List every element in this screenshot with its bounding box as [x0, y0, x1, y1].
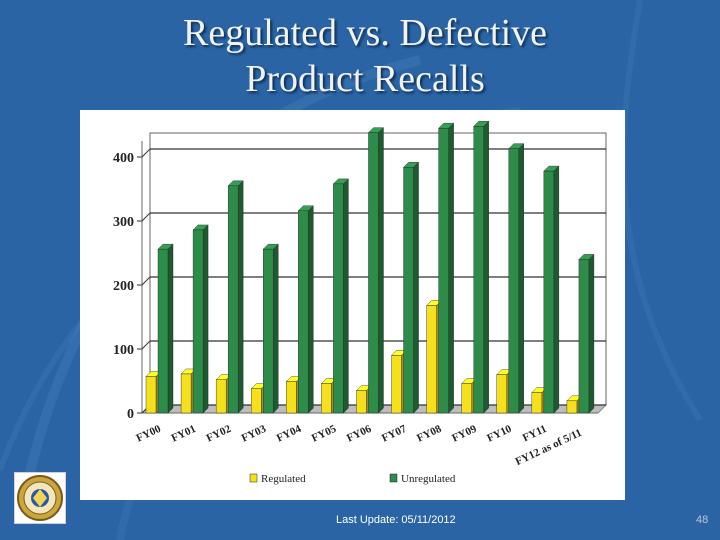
bar-regulated: [180, 373, 192, 414]
x-tick-label: FY11: [521, 423, 549, 444]
bar-side: [553, 165, 560, 414]
legend-swatch-regulated: [249, 473, 258, 483]
y-tick-label: 400: [113, 151, 134, 166]
gridline-diagonal: [141, 148, 151, 158]
bar-regulated: [321, 383, 332, 414]
bar-unregulated: [333, 183, 344, 414]
bar-regulated: [566, 400, 578, 414]
bar-regulated: [356, 390, 367, 414]
bar-unregulated: [578, 259, 590, 414]
bar-side: [448, 122, 454, 414]
bar-side: [343, 178, 349, 414]
y-tick-label: 300: [113, 215, 134, 230]
bar-regulated: [145, 376, 157, 414]
x-tick-label: FY08: [415, 423, 444, 445]
chart-container: 0 100 200 300 400 FY00 FY01 FY02 FY03 FY04 FY05 FY0…: [80, 110, 625, 500]
bar-side: [167, 243, 174, 414]
bar-regulated: [461, 383, 472, 414]
y-tick-label: 200: [113, 279, 134, 294]
recalls-bar-chart: 0 100 200 300 400 FY00 FY01 FY02 FY03 FY04 FY05 FY0…: [113, 120, 608, 485]
last-update-text: Last Update: 05/11/2012: [336, 514, 456, 526]
y-tick-label: 100: [113, 343, 134, 358]
x-tick-label: FY01: [170, 423, 198, 445]
legend-label-unregulated: Unregulated: [401, 473, 456, 485]
bar-unregulated: [508, 148, 519, 414]
bar-unregulated: [543, 170, 555, 414]
slide-title: Regulated vs. Defective Product Recalls: [100, 10, 630, 102]
bar-unregulated: [192, 229, 204, 414]
bar-unregulated: [368, 132, 379, 414]
gridline-diagonal: [141, 340, 151, 350]
bar-side: [483, 120, 489, 414]
x-tick-label: FY02: [205, 423, 234, 445]
seal-logo: [14, 472, 66, 524]
slide-title-line-1: Regulated vs. Defective: [182, 12, 548, 54]
bar-unregulated: [227, 185, 239, 414]
slide-number: 48: [696, 514, 709, 526]
bar-side: [202, 224, 209, 414]
bar-unregulated: [298, 210, 309, 414]
bar-unregulated: [403, 167, 414, 414]
bar-regulated: [251, 388, 262, 414]
legend-swatch-unregulated: [389, 473, 398, 483]
bar-regulated: [531, 392, 543, 414]
bar-regulated: [286, 381, 297, 414]
bar-unregulated: [263, 248, 274, 414]
x-tick-label: FY07: [380, 423, 409, 445]
x-tick-label: FY00: [134, 423, 163, 445]
bar-regulated: [215, 379, 227, 414]
bar-side: [413, 161, 419, 414]
y-tick-label: 0: [127, 407, 134, 422]
gridline-diagonal: [141, 276, 151, 286]
x-tick-label: FY10: [485, 423, 514, 445]
seal-icon: [17, 475, 63, 521]
bar-unregulated: [438, 128, 449, 414]
legend-label-regulated: Regulated: [261, 473, 306, 485]
x-tick-label: FY05: [310, 423, 339, 445]
x-tick-label: FY03: [240, 423, 269, 445]
bar-side: [273, 243, 279, 414]
x-tick-label: FY04: [275, 423, 304, 445]
bar-unregulated: [473, 126, 484, 414]
bar-regulated: [391, 355, 402, 414]
x-tick-label: FY09: [450, 423, 479, 445]
bar-side: [237, 180, 244, 414]
bar-unregulated: [157, 248, 169, 414]
bar-regulated: [426, 305, 437, 414]
slide-title-line-2: Product Recalls: [245, 58, 485, 100]
bar-side: [378, 127, 384, 414]
x-tick-label: FY06: [345, 423, 374, 445]
bar-side: [588, 253, 595, 414]
gridline-diagonal: [141, 212, 151, 222]
bar-side: [518, 143, 524, 414]
bar-side: [308, 205, 314, 414]
bar-regulated: [496, 374, 507, 414]
